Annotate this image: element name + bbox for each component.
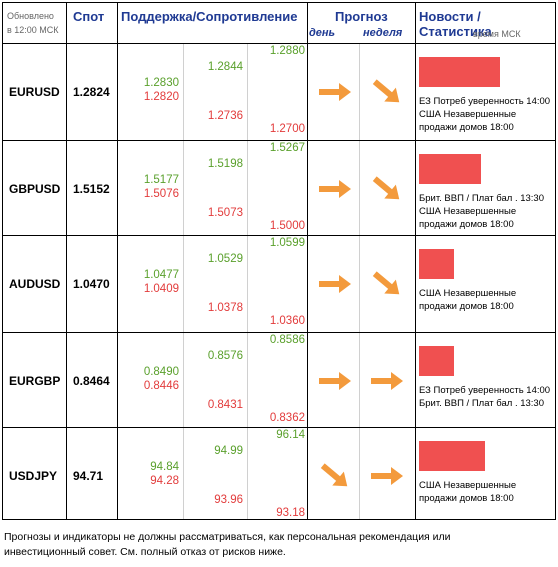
resistance-value: 1.2700 [269, 123, 305, 135]
news-list: Брит. ВВП / Плат бал . 13:30 США Незаверш… [419, 192, 558, 231]
resistance-value: 1.2820 [143, 91, 179, 103]
spot-header: Спот [73, 9, 105, 24]
news-item: Брит. ВВП / Плат бал . 13:30 [419, 398, 544, 409]
pair-name: EURUSD [9, 85, 60, 99]
resistance-value: 93.96 [214, 494, 243, 506]
support-value: 1.5177 [143, 174, 179, 186]
support-value: 94.99 [214, 445, 243, 457]
row-divider [3, 235, 555, 236]
column-divider [66, 3, 67, 519]
disclaimer-line: инвестиционный совет. См. полный отказ о… [4, 546, 286, 558]
row-divider [3, 427, 555, 428]
pair-name: GBPUSD [9, 182, 61, 196]
disclaimer: Прогнозы и индикаторы не должны рассматр… [4, 530, 554, 560]
row-divider [3, 140, 555, 141]
row-divider [3, 332, 555, 333]
support-value: 94.84 [150, 461, 179, 473]
arrow-right-icon [371, 372, 403, 390]
arrow-right-icon [319, 372, 351, 390]
pair-name: EURGBP [9, 374, 61, 388]
news-item: США Незавершенные [419, 288, 517, 299]
forecast-header: Прогноз [335, 9, 388, 24]
news-item: США Незавершенные [419, 109, 517, 120]
resistance-value: 1.0409 [143, 283, 179, 295]
support-value: 0.8490 [143, 366, 179, 378]
news-item: США Незавершенные [419, 480, 517, 491]
news-item: продажи домов 18:00 [419, 219, 514, 230]
arrow-down-right-icon [372, 176, 400, 200]
arrow-right-icon [319, 180, 351, 198]
news-importance-bar [419, 441, 485, 471]
arrow-down-right-icon [372, 271, 400, 295]
resistance-value: 1.5000 [269, 220, 305, 232]
support-value: 1.5198 [207, 158, 243, 170]
column-divider-light [247, 43, 248, 519]
resistance-value: 0.8446 [143, 380, 179, 392]
resistance-value: 0.8362 [269, 412, 305, 424]
spot-value: 1.0470 [73, 277, 110, 291]
news-item: США Незавершенные [419, 206, 517, 217]
spot-value: 94.71 [73, 469, 104, 483]
support-value: 1.2880 [269, 45, 305, 57]
resistance-value: 93.18 [276, 507, 305, 519]
news-importance-bar [419, 154, 481, 184]
news-importance-bar [419, 346, 454, 376]
resistance-value: 0.8431 [207, 399, 243, 411]
arrow-right-icon [371, 467, 403, 485]
news-item: Брит. ВВП / Плат бал . 13:30 [419, 193, 544, 204]
column-divider [415, 3, 416, 519]
support-value: 1.0477 [143, 269, 179, 281]
row-divider [3, 43, 555, 44]
support-resistance-header: Поддержка/Сопротивление [121, 9, 298, 24]
arrow-right-icon [319, 83, 351, 101]
disclaimer-line: Прогнозы и индикаторы не должны рассматр… [4, 531, 451, 543]
news-item: продажи домов 18:00 [419, 122, 514, 133]
support-value: 0.8576 [207, 350, 243, 362]
news-item: продажи домов 18:00 [419, 493, 514, 504]
resistance-value: 94.28 [150, 475, 179, 487]
column-divider [117, 3, 118, 519]
news-item: продажи домов 18:00 [419, 301, 514, 312]
resistance-value: 1.5076 [143, 188, 179, 200]
news-item: ЕЗ Потреб уверенность 14:00 [419, 385, 551, 396]
support-value: 0.8586 [269, 334, 305, 346]
column-divider-light [183, 43, 184, 519]
updated-time: в 12:00 МСК [7, 25, 59, 35]
forecast-table: Обновлено в 12:00 МСК Спот Поддержка/Соп… [2, 2, 556, 520]
news-list: ЕЗ Потреб уверенность 14:00 Брит. ВВП / П… [419, 384, 558, 410]
spot-value: 0.8464 [73, 374, 110, 388]
support-value: 1.2844 [207, 61, 243, 73]
news-list: ЕЗ Потреб уверенность 14:00 США Незаверше… [419, 95, 558, 134]
news-list: США Незавершенные продажи домов 18:00 [419, 479, 558, 505]
resistance-value: 1.5073 [207, 207, 243, 219]
pair-name: AUDUSD [9, 277, 61, 291]
arrow-down-right-icon [372, 79, 400, 103]
msk-time-label: время МСК [473, 29, 521, 39]
column-divider-light [359, 43, 360, 519]
support-value: 1.2830 [143, 77, 179, 89]
week-header: неделя [363, 27, 403, 39]
spot-value: 1.5152 [73, 182, 110, 196]
updated-label: Обновлено [7, 11, 54, 21]
news-list: США Незавершенные продажи домов 18:00 [419, 287, 558, 313]
support-value: 1.0599 [269, 237, 305, 249]
resistance-value: 1.2736 [207, 110, 243, 122]
pair-name: USDJPY [9, 469, 58, 483]
spot-value: 1.2824 [73, 85, 110, 99]
news-importance-bar [419, 249, 454, 279]
arrow-down-right-icon [320, 463, 348, 487]
support-value: 1.0529 [207, 253, 243, 265]
news-importance-bar [419, 57, 500, 87]
news-header: Новости / Статистика [419, 9, 492, 39]
support-value: 1.5267 [269, 142, 305, 154]
news-item: ЕЗ Потреб уверенность 14:00 [419, 96, 551, 107]
column-divider [307, 3, 308, 519]
resistance-value: 1.0378 [207, 302, 243, 314]
support-value: 96.14 [276, 429, 305, 441]
day-header: день [309, 27, 336, 39]
resistance-value: 1.0360 [269, 315, 305, 327]
arrow-right-icon [319, 275, 351, 293]
